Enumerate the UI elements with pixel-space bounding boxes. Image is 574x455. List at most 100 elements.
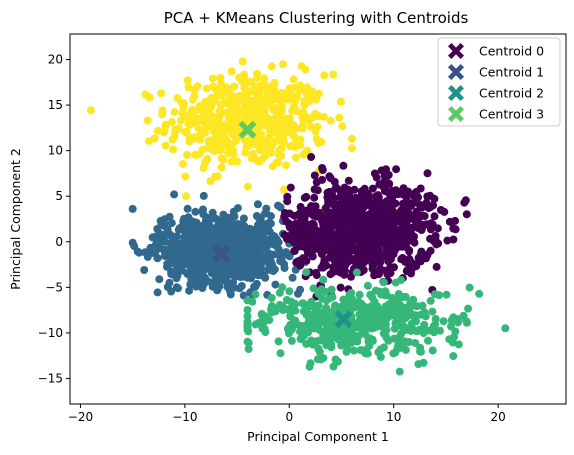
data-point [283, 93, 292, 102]
data-point [146, 243, 155, 252]
data-point [243, 319, 252, 328]
data-point [370, 268, 379, 277]
data-point [337, 199, 346, 208]
data-point [207, 93, 216, 102]
data-point [418, 223, 427, 232]
data-point [465, 283, 474, 292]
data-point [342, 193, 351, 202]
data-point [153, 288, 162, 297]
data-point [305, 97, 314, 106]
data-point [440, 207, 449, 216]
data-point [338, 187, 347, 196]
data-point [312, 308, 321, 316]
data-point [238, 106, 246, 115]
data-point [202, 84, 211, 93]
data-point [430, 290, 439, 299]
data-point [202, 155, 211, 164]
data-point [430, 194, 439, 203]
data-point [217, 163, 226, 172]
data-point [420, 320, 429, 329]
data-point [350, 185, 359, 194]
data-point [357, 249, 365, 258]
x-axis-label: Principal Component 1 [247, 429, 389, 444]
data-point [371, 286, 380, 295]
data-point [233, 157, 241, 166]
data-point [267, 252, 276, 261]
data-point [407, 326, 415, 335]
data-point [273, 91, 282, 100]
data-point [271, 280, 280, 289]
data-point [309, 284, 318, 293]
data-point [426, 296, 435, 305]
data-point [385, 223, 394, 232]
data-point [250, 87, 259, 96]
data-point [326, 116, 335, 125]
data-point [208, 208, 217, 217]
data-point [230, 212, 239, 221]
data-point [393, 188, 401, 197]
x-tick-label: 0 [285, 410, 293, 424]
data-point [381, 291, 390, 300]
data-point [264, 218, 273, 227]
data-point [252, 113, 261, 122]
data-point [256, 81, 265, 90]
data-point [442, 290, 451, 299]
data-point [289, 131, 298, 140]
data-point [336, 245, 345, 254]
data-point [309, 211, 318, 220]
y-tick-label: 0 [55, 235, 63, 249]
data-point [475, 289, 484, 298]
data-point [259, 143, 268, 152]
data-point [163, 225, 172, 234]
data-point [382, 310, 391, 319]
data-point [387, 206, 396, 215]
data-point [412, 188, 421, 196]
data-point [326, 174, 335, 183]
data-point [431, 235, 440, 244]
centroid-0-marker [353, 219, 372, 238]
data-point [243, 337, 252, 346]
data-point [223, 233, 232, 242]
data-point [250, 282, 259, 291]
data-point [428, 220, 437, 229]
data-point [340, 216, 348, 225]
data-point [260, 152, 269, 161]
data-point [377, 166, 386, 175]
data-point [352, 268, 361, 277]
data-point [242, 246, 251, 255]
chart-title: PCA + KMeans Clustering with Centroids [164, 9, 469, 27]
data-point [175, 224, 184, 233]
data-point [428, 326, 437, 335]
data-point [240, 70, 249, 79]
data-point [157, 89, 166, 98]
x-tick-label: 10 [386, 410, 401, 424]
data-point [395, 367, 404, 376]
data-point [360, 196, 369, 205]
data-point [386, 269, 395, 278]
data-point [405, 309, 414, 318]
data-point [284, 219, 293, 228]
data-point [278, 283, 287, 292]
data-point [266, 127, 275, 136]
data-point [259, 223, 268, 232]
data-point [395, 303, 404, 312]
data-point [360, 307, 369, 316]
data-point [315, 347, 324, 356]
data-point [205, 105, 214, 114]
data-point [167, 118, 176, 127]
data-point [270, 232, 279, 241]
data-point [419, 358, 428, 367]
data-point [248, 297, 257, 306]
data-point [253, 236, 262, 245]
data-point [240, 263, 249, 272]
data-point [376, 345, 385, 354]
data-point [170, 253, 179, 262]
data-point [392, 231, 401, 240]
data-point [347, 288, 356, 297]
data-point [376, 352, 385, 361]
data-point [333, 229, 342, 238]
data-point [411, 339, 420, 347]
data-point [190, 272, 198, 281]
data-point [155, 244, 164, 253]
data-point [254, 103, 263, 112]
